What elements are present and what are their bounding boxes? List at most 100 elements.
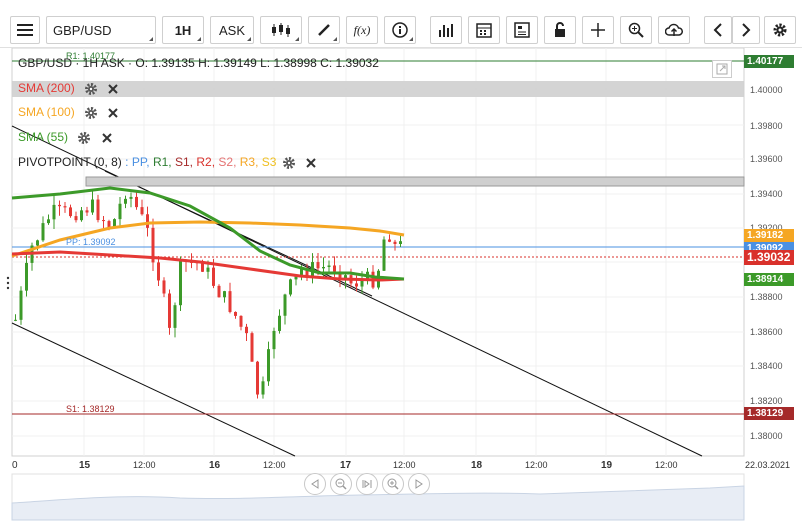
candle-body [41,223,45,241]
interval-selector[interactable]: 1H [162,16,204,44]
x-tick: 12:00 [525,460,548,470]
lock-button[interactable] [544,16,576,44]
caret-icon [197,37,201,41]
pivot-s2: S2, [218,155,237,169]
pivot-r2: R2, [196,155,216,169]
sma200-line[interactable] [11,250,405,282]
candle-body [239,315,243,327]
zoom-in-button[interactable] [382,473,404,495]
x-tick: 17 [340,460,352,471]
y-tick: 1.39600 [750,154,783,164]
candle-body [140,207,144,215]
x-tick: 16 [209,460,221,471]
y-tick: 1.39800 [750,121,783,131]
candle-body [96,199,100,221]
settings-button[interactable] [764,16,796,44]
zoom-in-icon [387,478,399,490]
close-icon[interactable] [305,157,317,169]
pan-left-button[interactable] [304,473,326,495]
trend-channel-lower[interactable] [11,322,296,457]
candle-body [107,221,111,229]
chevron-right-icon [742,23,751,37]
price-chart[interactable]: R1: 1.40177 PP: 1.39092 S1: 1.38129 1.40… [0,47,802,522]
candle-body [69,207,72,217]
chevron-left-icon [713,23,722,37]
sma100-legend[interactable]: SMA (100) [18,105,119,120]
candle-body [283,294,287,316]
document-icon [514,22,530,38]
candle-body [58,204,61,207]
calendar-button[interactable] [468,16,500,44]
sma200-highlight [12,81,744,97]
indicators-button[interactable]: f(x) [346,16,378,44]
candle-body [129,196,133,199]
candle-body [25,262,28,291]
candle-body [157,262,160,281]
pivot-label: PIVOTPOINT (0, 8) [18,155,122,169]
sma55-legend[interactable]: SMA (55) [18,130,113,145]
candle-body [113,219,116,229]
draw-tool-button[interactable] [308,16,340,44]
scroll-left-button[interactable] [704,16,732,44]
close-icon[interactable] [101,132,113,144]
gear-icon[interactable] [84,106,98,120]
unlock-icon [555,22,565,37]
sma55-label: SMA (55) [18,130,69,144]
pp-level-label: PP: 1.39092 [66,237,116,247]
news-button[interactable] [506,16,538,44]
info-icon [392,22,408,38]
close-icon[interactable] [107,107,119,119]
gear-icon[interactable] [282,156,296,170]
y-tick: 1.38600 [750,327,783,337]
zoom-button[interactable] [620,16,652,44]
pivot-zone [85,176,745,187]
pan-right-button[interactable] [408,473,430,495]
symbol-selector[interactable]: GBP/USD [46,16,156,44]
candle-body [234,311,237,316]
candle-body [294,274,298,280]
drag-dots-icon [6,276,10,290]
candle-body [135,196,138,208]
gear-icon[interactable] [77,131,91,145]
candle-body [74,216,78,221]
chart-toolbar: GBP/USD 1H ASK f(x) [0,0,802,48]
candle-body [201,262,204,272]
zoom-out-icon [335,478,347,490]
caret-icon [247,37,251,41]
close-icon[interactable] [107,83,119,95]
chart-area[interactable]: R1: 1.40177 PP: 1.39092 S1: 1.38129 1.40… [0,47,802,522]
chart-type-button[interactable] [260,16,302,44]
sma100-line[interactable] [11,220,405,258]
expand-icon [716,63,728,75]
gear-icon[interactable] [84,82,98,96]
scroll-right-button[interactable] [732,16,760,44]
crosshair-button[interactable] [582,16,614,44]
pivot-legend[interactable]: PIVOTPOINT (0, 8) : PP, R1, S1, R2, S2, … [18,155,317,170]
cloud-upload-button[interactable] [658,16,690,44]
candle-body [151,227,155,263]
s1-level-label: S1: 1.38129 [66,404,115,414]
volume-button[interactable] [430,16,462,44]
sma55-line[interactable] [11,186,405,281]
price-type-selector[interactable]: ASK [210,16,254,44]
info-button[interactable] [384,16,416,44]
sma55-price-tag: 1.38914 [744,273,794,286]
pane-resize-handle[interactable] [6,276,10,290]
candle-body [223,291,226,298]
maximize-button[interactable] [712,60,732,78]
price-type-label: ASK [218,22,245,38]
reset-view-button[interactable] [356,473,378,495]
candle-body [300,268,303,275]
candle-body [305,268,309,277]
zoom-icon [628,22,644,38]
y-tick: 1.38000 [750,431,783,441]
menu-button[interactable] [10,16,40,44]
zoom-out-button[interactable] [330,473,352,495]
candle-body [289,279,292,295]
sma200-legend[interactable]: SMA (200) [18,81,119,96]
r1-price-tag: 1.40177 [744,55,794,68]
pivot-pp: : PP, [125,155,150,169]
calendar-icon [476,23,492,38]
candle-body [19,290,23,320]
x-tick: 0 [12,460,18,471]
